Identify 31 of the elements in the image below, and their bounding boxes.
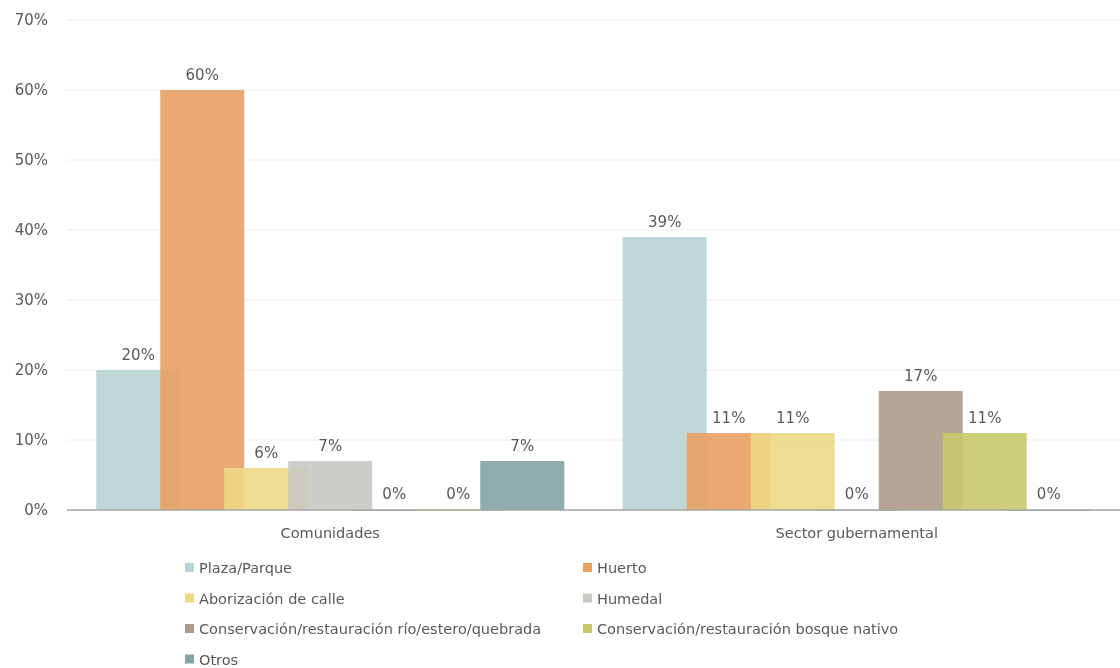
- x-tick-label: Sector gubernamental: [775, 525, 938, 541]
- data-label: 7%: [318, 437, 343, 455]
- x-tick-label: Comunidades: [280, 525, 380, 541]
- data-label: 11%: [712, 409, 746, 427]
- legend-label: Huerto: [597, 560, 647, 576]
- data-label: 11%: [776, 409, 810, 427]
- data-label: 7%: [510, 437, 535, 455]
- legend-label: Conservación/restauración río/estero/quebrada: [199, 621, 542, 637]
- data-label: 20%: [121, 346, 155, 364]
- legend-label: Aborización de calle: [199, 590, 345, 607]
- data-label: 0%: [382, 485, 407, 503]
- y-tick-label: 10%: [14, 431, 48, 449]
- y-tick-label: 60%: [14, 81, 48, 99]
- y-tick-label: 50%: [14, 151, 48, 169]
- legend-label: Conservación/restauración bosque nativo: [597, 621, 899, 637]
- data-label: 0%: [844, 485, 869, 503]
- data-label: 60%: [185, 66, 219, 84]
- data-label: 11%: [968, 409, 1002, 427]
- data-label: 39%: [648, 213, 682, 231]
- y-tick-label: 30%: [14, 291, 48, 309]
- data-label: 0%: [1036, 485, 1061, 503]
- data-label: 6%: [254, 444, 279, 462]
- legend-label: Humedal: [597, 590, 663, 607]
- y-tick-label: 0%: [24, 501, 48, 519]
- data-label: 0%: [446, 485, 471, 503]
- legend-label: Otros: [199, 651, 239, 668]
- data-label: 17%: [904, 367, 938, 385]
- y-tick-label: 70%: [14, 11, 48, 29]
- y-tick-label: 40%: [14, 221, 48, 239]
- y-tick-label: 20%: [14, 361, 48, 379]
- legend-label: Plaza/Parque: [199, 560, 293, 576]
